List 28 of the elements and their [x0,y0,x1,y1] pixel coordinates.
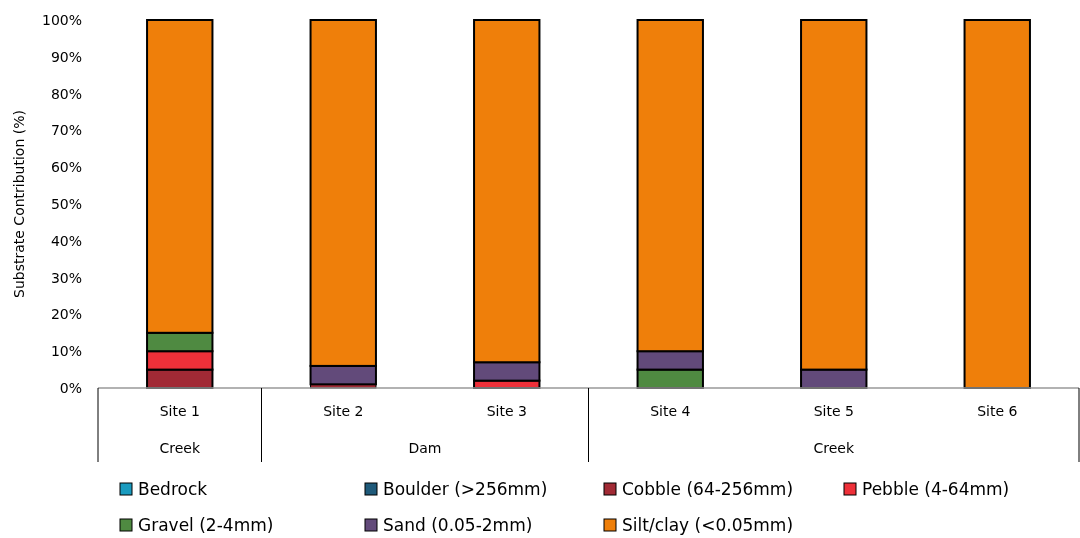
y-tick-label: 80% [50,85,82,102]
x-tick-label: Site 1 [159,403,200,419]
legend-label: Silt/clay (<0.05mm) [622,514,794,535]
legend-label: Sand (0.05-2mm) [383,514,533,535]
y-tick-label: 60% [50,159,82,176]
legend-label: Bedrock [138,478,208,499]
legend-label: Pebble (4-64mm) [862,478,1010,499]
y-tick-label: 0% [59,379,82,396]
y-tick-label: 90% [50,48,82,65]
y-tick-label: 20% [50,306,82,323]
legend-label: Gravel (2-4mm) [138,514,274,535]
x-tick-label: Site 6 [977,403,1018,419]
x-tick-label: Site 5 [813,403,854,419]
legend-label: Cobble (64-256mm) [622,478,794,499]
text: Creek [813,440,855,456]
x-tick-label: Site 4 [650,403,691,419]
y-axis-title: Substrate Contribution (%) [11,110,27,298]
x-tick-label: Site 3 [486,403,527,419]
y-tick-label: 70% [50,122,82,139]
text: Creek [159,440,201,456]
legend-label: Boulder (>256mm) [383,478,548,499]
y-tick-label: 40% [50,232,82,249]
text: Dam [408,440,442,456]
y-tick-label: 50% [50,195,82,212]
y-tick-label: 100% [41,11,82,28]
y-tick-label: 30% [50,269,82,286]
y-tick-label: 10% [50,343,82,360]
x-tick-label: Site 2 [323,403,364,419]
